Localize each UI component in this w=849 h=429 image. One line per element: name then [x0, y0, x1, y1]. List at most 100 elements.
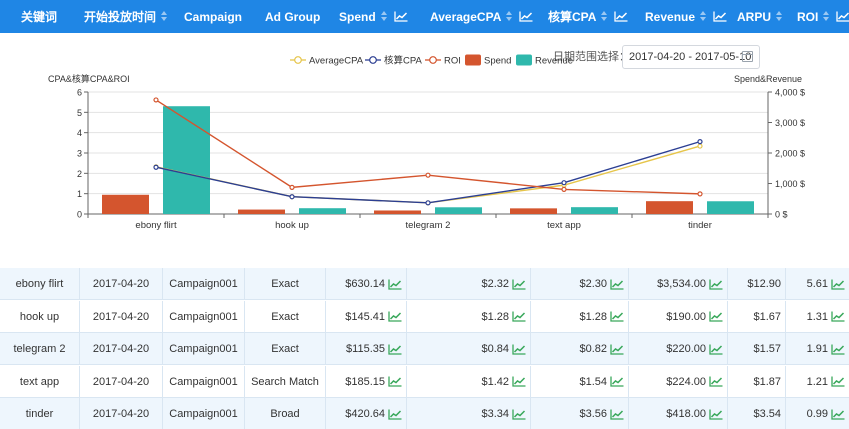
table-row[interactable]: text app 2017-04-20 Campaign001 Search Matc…	[0, 365, 849, 398]
bar-spend[interactable]	[238, 209, 285, 214]
trend-chart-icon[interactable]	[709, 279, 723, 290]
table-row[interactable]: tinder 2017-04-20 Campaign001 Broad $420.64 $…	[0, 398, 849, 429]
trend-chart-icon[interactable]	[614, 11, 628, 22]
legend-item[interactable]: 核算CPA	[365, 55, 422, 67]
bar-spend[interactable]	[646, 201, 693, 214]
line-point[interactable]	[697, 139, 703, 145]
column-header-label: Campaign	[184, 9, 243, 24]
line-point[interactable]	[425, 200, 431, 206]
line-point[interactable]	[289, 184, 295, 190]
bar-revenue[interactable]	[707, 201, 754, 214]
legend-item[interactable]: Spend	[465, 54, 511, 67]
trend-chart-icon[interactable]	[610, 311, 624, 322]
trend-chart-icon[interactable]	[512, 376, 526, 387]
bar-spend[interactable]	[374, 210, 421, 214]
bar-revenue[interactable]	[571, 207, 618, 214]
column-header-1[interactable]: 开始投放时间	[84, 0, 169, 33]
trend-chart-icon[interactable]	[831, 376, 845, 387]
cell-acccpa: $1.28	[530, 300, 628, 333]
calendar-icon[interactable]	[742, 51, 753, 62]
line-point[interactable]	[153, 164, 159, 170]
sort-icon[interactable]	[380, 11, 389, 22]
cell-value: $3.54	[753, 408, 781, 420]
cell-arpu: $3.54	[727, 398, 785, 429]
legend-item[interactable]: ROI	[425, 56, 461, 67]
column-header-2[interactable]: Campaign	[184, 0, 242, 33]
trend-chart-icon[interactable]	[388, 376, 402, 387]
table-row[interactable]: hook up 2017-04-20 Campaign001 Exact $145.41…	[0, 300, 849, 333]
cell-start: 2017-04-20	[79, 333, 162, 365]
cell-start: 2017-04-20	[79, 398, 162, 429]
column-header-9[interactable]: ROI	[797, 0, 849, 33]
trend-chart-icon[interactable]	[394, 11, 408, 22]
date-range-input[interactable]: 2017-04-20 - 2017-05-10	[622, 45, 760, 69]
cell-value: Exact	[271, 343, 299, 355]
legend-swatch-icon	[465, 54, 481, 66]
line-point[interactable]	[153, 97, 159, 103]
trend-chart-icon[interactable]	[709, 311, 723, 322]
trend-chart-icon[interactable]	[512, 344, 526, 355]
column-header-0[interactable]: 关键词	[21, 0, 57, 33]
cell-value: $224.00	[666, 375, 706, 388]
line-point[interactable]	[561, 180, 567, 186]
trend-chart-icon[interactable]	[388, 311, 402, 322]
table-row[interactable]: ebony flirt 2017-04-20 Campaign001 Exact $63…	[0, 268, 849, 300]
trend-chart-icon[interactable]	[388, 279, 402, 290]
bar-revenue[interactable]	[435, 207, 482, 214]
legend-label: AverageCPA	[309, 56, 364, 67]
cell-avgcpa: $1.42	[406, 365, 530, 398]
sort-icon[interactable]	[505, 11, 514, 22]
trend-chart-icon[interactable]	[512, 279, 526, 290]
trend-chart-icon[interactable]	[519, 11, 533, 22]
trend-chart-icon[interactable]	[709, 344, 723, 355]
line-point[interactable]	[697, 143, 703, 149]
bar-revenue[interactable]	[163, 106, 210, 214]
trend-chart-icon[interactable]	[831, 279, 845, 290]
column-header-5[interactable]: AverageCPA	[430, 0, 533, 33]
sort-icon[interactable]	[822, 11, 831, 22]
trend-chart-icon[interactable]	[512, 311, 526, 322]
trend-chart-icon[interactable]	[713, 11, 727, 22]
legend-item[interactable]: AverageCPA	[290, 56, 364, 67]
cell-value: $185.15	[345, 375, 385, 388]
trend-chart-icon[interactable]	[512, 409, 526, 420]
cell-value: 1.31	[806, 310, 828, 323]
trend-chart-icon[interactable]	[831, 409, 845, 420]
cell-acccpa: $1.54	[530, 365, 628, 398]
cell-roi: 1.31	[785, 300, 849, 333]
line-point[interactable]	[425, 172, 431, 178]
trend-chart-icon[interactable]	[610, 344, 624, 355]
trend-chart-icon[interactable]	[388, 409, 402, 420]
sort-icon[interactable]	[699, 11, 708, 22]
trend-chart-icon[interactable]	[836, 11, 849, 22]
trend-chart-icon[interactable]	[831, 344, 845, 355]
line-point[interactable]	[697, 191, 703, 197]
trend-chart-icon[interactable]	[831, 311, 845, 322]
column-header-8[interactable]: ARPU	[737, 0, 784, 33]
left-tick-label: 0	[77, 210, 82, 220]
trend-chart-icon[interactable]	[709, 409, 723, 420]
line-point[interactable]	[561, 186, 567, 192]
column-header-7[interactable]: Revenue	[645, 0, 727, 33]
cell-adgroup: Exact	[244, 333, 325, 365]
trend-chart-icon[interactable]	[388, 344, 402, 355]
sort-icon[interactable]	[775, 11, 784, 22]
trend-chart-icon[interactable]	[709, 376, 723, 387]
column-header-3[interactable]: Ad Group	[265, 0, 320, 33]
left-tick-label: 1	[77, 189, 82, 199]
legend-item[interactable]: Revenue	[516, 54, 573, 67]
bar-spend[interactable]	[102, 194, 149, 214]
trend-chart-icon[interactable]	[610, 409, 624, 420]
trend-chart-icon[interactable]	[610, 279, 624, 290]
sort-icon[interactable]	[160, 11, 169, 22]
line-point[interactable]	[289, 194, 295, 200]
sort-icon[interactable]	[600, 11, 609, 22]
column-header-6[interactable]: 核算CPA	[548, 0, 628, 33]
column-header-4[interactable]: Spend	[339, 0, 408, 33]
bar-spend[interactable]	[510, 208, 557, 214]
trend-chart-icon[interactable]	[610, 376, 624, 387]
bar-revenue[interactable]	[299, 208, 346, 214]
cell-spend: $185.15	[325, 365, 406, 398]
table-row[interactable]: telegram 2 2017-04-20 Campaign001 Exact $115…	[0, 333, 849, 365]
left-tick-label: 5	[77, 108, 82, 118]
